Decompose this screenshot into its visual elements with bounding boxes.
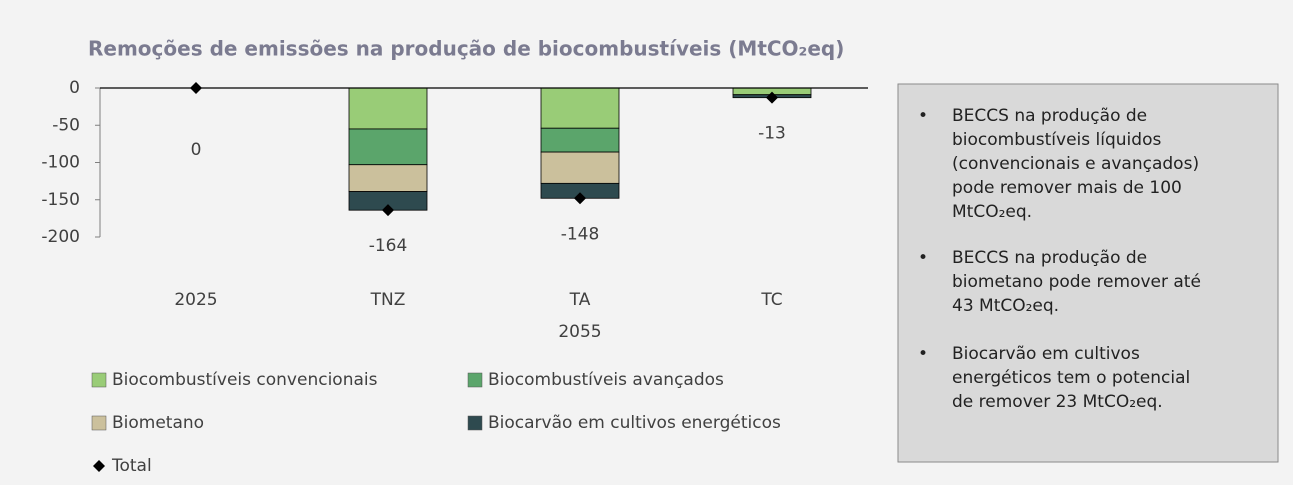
note-line: energéticos tem o potencial xyxy=(952,368,1190,388)
data-label: -13 xyxy=(758,124,786,144)
legend-label: Biocombustíveis avançados xyxy=(488,370,724,390)
legend-label: Total xyxy=(111,456,152,476)
note-line: biometano pode remover até xyxy=(952,272,1201,292)
y-tick-label: -100 xyxy=(41,153,80,173)
total-marker xyxy=(382,204,394,217)
legend-swatch xyxy=(467,372,483,388)
legend-marker xyxy=(93,460,105,472)
note-line: biocombustíveis líquidos xyxy=(952,130,1161,150)
bar-segment xyxy=(540,127,620,153)
note-line: BECCS na produção de xyxy=(952,106,1147,126)
x-tick-label: TA xyxy=(569,290,591,310)
note-line: (convencionais e avançados) xyxy=(952,154,1199,174)
note-line: de remover 23 MtCO₂eq. xyxy=(952,392,1163,412)
note-line: 43 MtCO₂eq. xyxy=(952,296,1059,316)
x-tick-label: TNZ xyxy=(370,290,406,310)
x-tick-label: 2025 xyxy=(174,290,217,310)
note-box xyxy=(897,83,1279,463)
note-line: pode remover mais de 100 xyxy=(952,178,1182,198)
total-marker xyxy=(190,82,202,94)
legend-label: Biocombustíveis convencionais xyxy=(112,370,378,390)
data-label: 0 xyxy=(191,140,202,160)
y-tick-label: -200 xyxy=(41,227,80,247)
legend-label: Biometano xyxy=(112,413,204,433)
note-bullet: • xyxy=(918,248,928,268)
legend-swatch xyxy=(467,415,483,431)
note-line: Biocarvão em cultivos xyxy=(952,344,1140,364)
total-marker xyxy=(574,192,586,205)
bar-segment xyxy=(540,87,620,129)
category-group-label: 2055 xyxy=(558,322,601,342)
data-label: -164 xyxy=(369,236,408,256)
y-tick-label: 0 xyxy=(69,78,80,98)
bar-segment xyxy=(348,164,428,192)
bar-segment xyxy=(348,87,428,130)
legend-swatch xyxy=(91,415,107,431)
y-tick-label: -150 xyxy=(41,190,80,210)
note-bullet: • xyxy=(918,106,928,126)
bar-segment xyxy=(348,128,428,166)
bar-segment xyxy=(540,151,620,184)
x-tick-label: TC xyxy=(760,290,782,310)
y-tick-label: -50 xyxy=(52,115,80,135)
note-line: BECCS na produção de xyxy=(952,248,1147,268)
note-bullet: • xyxy=(918,344,928,364)
data-label: -148 xyxy=(561,224,600,244)
note-line: MtCO₂eq. xyxy=(952,202,1032,222)
legend-swatch xyxy=(91,372,107,388)
chart-title: Remoções de emissões na produção de bioc… xyxy=(88,37,844,61)
legend-label: Biocarvão em cultivos energéticos xyxy=(488,413,781,433)
total-marker xyxy=(766,91,778,104)
